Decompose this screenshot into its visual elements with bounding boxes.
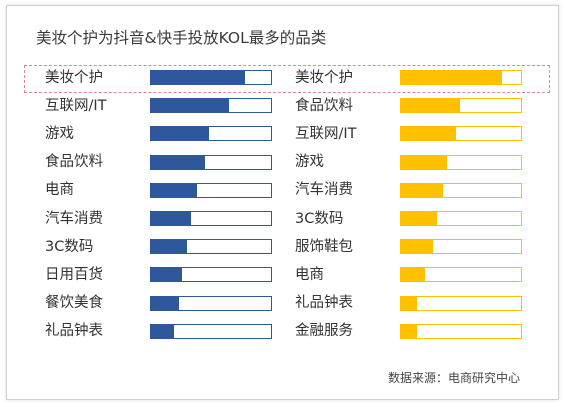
category-label-right: 电商 (295, 266, 324, 283)
category-label-left: 日用百货 (45, 266, 103, 283)
bar-left (151, 324, 174, 338)
bar-track-right (400, 126, 522, 142)
bar-track-right (400, 267, 522, 283)
bar-track-left (150, 295, 272, 311)
bar-track-right (400, 295, 522, 311)
category-label-left: 礼品钟表 (45, 323, 103, 340)
bar-track-right (400, 323, 522, 339)
category-label-left: 互联网/IT (45, 97, 107, 114)
chart-title: 美妆个护为抖音&快手投放KOL最多的品类 (36, 29, 327, 47)
bar-track-left (150, 323, 272, 339)
category-label-left: 3C数码 (45, 238, 94, 255)
bar-left (151, 268, 183, 282)
bar-track-left (150, 182, 272, 198)
bar-track-left (150, 211, 272, 226)
bar-right (401, 212, 437, 225)
bar-track-left (150, 98, 272, 114)
category-label-right: 食品饮料 (295, 97, 353, 114)
category-label-left: 游戏 (45, 125, 74, 142)
bar-left (151, 240, 187, 254)
top-category-highlight (24, 65, 550, 93)
category-label-left: 餐饮美食 (45, 295, 103, 312)
bar-track-right (400, 239, 522, 255)
bar-left (151, 183, 197, 197)
bar-right (401, 127, 457, 141)
category-label-left: 电商 (45, 182, 74, 199)
bar-track-right (400, 70, 522, 85)
category-label-left: 美妆个护 (45, 69, 103, 86)
bar-left (151, 71, 245, 84)
bar-right (401, 71, 502, 84)
category-label-right: 礼品钟表 (295, 295, 353, 312)
bar-left (151, 155, 205, 169)
bar-track-right (400, 154, 522, 170)
bar-track-left (150, 239, 272, 255)
bar-track-left (150, 267, 272, 283)
category-label-right: 汽车消费 (295, 182, 353, 199)
source-note: 数据来源：电商研究中心 (388, 371, 521, 385)
category-label-right: 服饰鞋包 (295, 238, 353, 255)
category-label-right: 金融服务 (295, 323, 353, 340)
bar-left (151, 212, 191, 225)
bar-right (401, 240, 434, 254)
category-label-left: 汽车消费 (45, 210, 103, 227)
category-label-right: 3C数码 (295, 210, 344, 227)
bar-track-right (400, 182, 522, 198)
bar-track-right (400, 98, 522, 114)
bar-right (401, 99, 460, 113)
bar-track-left (150, 154, 272, 170)
category-label-right: 互联网/IT (295, 125, 357, 142)
bar-right (401, 324, 417, 338)
bar-left (151, 99, 229, 113)
category-label-left: 食品饮料 (45, 154, 103, 171)
category-label-right: 美妆个护 (295, 69, 353, 86)
bar-left (151, 296, 179, 310)
bar-right (401, 183, 443, 197)
bar-track-right (400, 211, 522, 226)
bar-right (401, 296, 417, 310)
bar-track-left (150, 70, 272, 85)
bar-right (401, 155, 447, 169)
category-label-right: 游戏 (295, 154, 324, 171)
bar-track-left (150, 126, 272, 142)
bar-right (401, 268, 425, 282)
bar-left (151, 127, 209, 141)
